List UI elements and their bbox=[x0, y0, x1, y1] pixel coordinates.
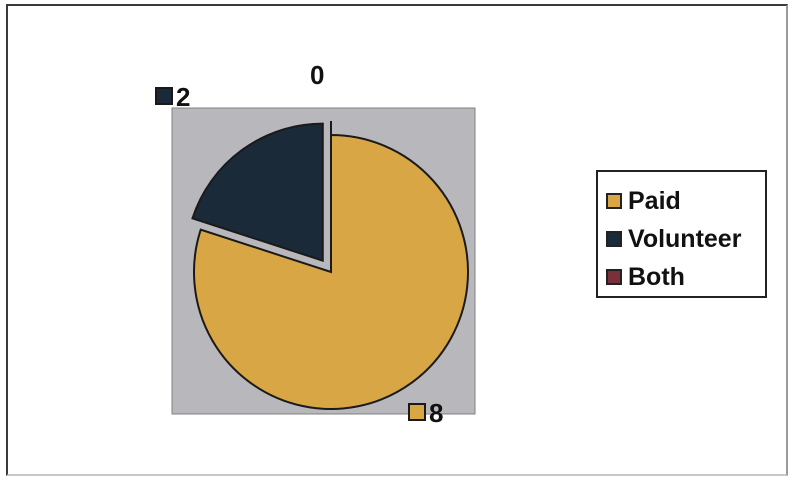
legend-item-volunteer: Volunteer bbox=[606, 220, 765, 258]
data-label-key-paid bbox=[408, 403, 426, 421]
data-label-key-volunteer bbox=[155, 87, 173, 105]
pie-slice-paid bbox=[193, 133, 469, 410]
legend-label-paid: Paid bbox=[628, 186, 681, 215]
legend-swatch-volunteer bbox=[606, 231, 622, 247]
data-label-both: 0 bbox=[310, 60, 324, 90]
legend: Paid Volunteer Both bbox=[596, 170, 767, 298]
data-label-volunteer: 2 bbox=[176, 82, 190, 112]
legend-label-both: Both bbox=[628, 262, 685, 291]
legend-item-paid: Paid bbox=[606, 182, 765, 220]
data-label-paid: 8 bbox=[429, 398, 443, 428]
legend-label-volunteer: Volunteer bbox=[628, 224, 742, 253]
data-labels: 8 2 0 bbox=[155, 60, 443, 428]
legend-swatch-paid bbox=[606, 193, 622, 209]
pie-slices bbox=[191, 121, 469, 410]
legend-swatch-both bbox=[606, 269, 622, 285]
pie-slice-volunteer bbox=[191, 122, 324, 263]
legend-item-both: Both bbox=[606, 258, 765, 296]
